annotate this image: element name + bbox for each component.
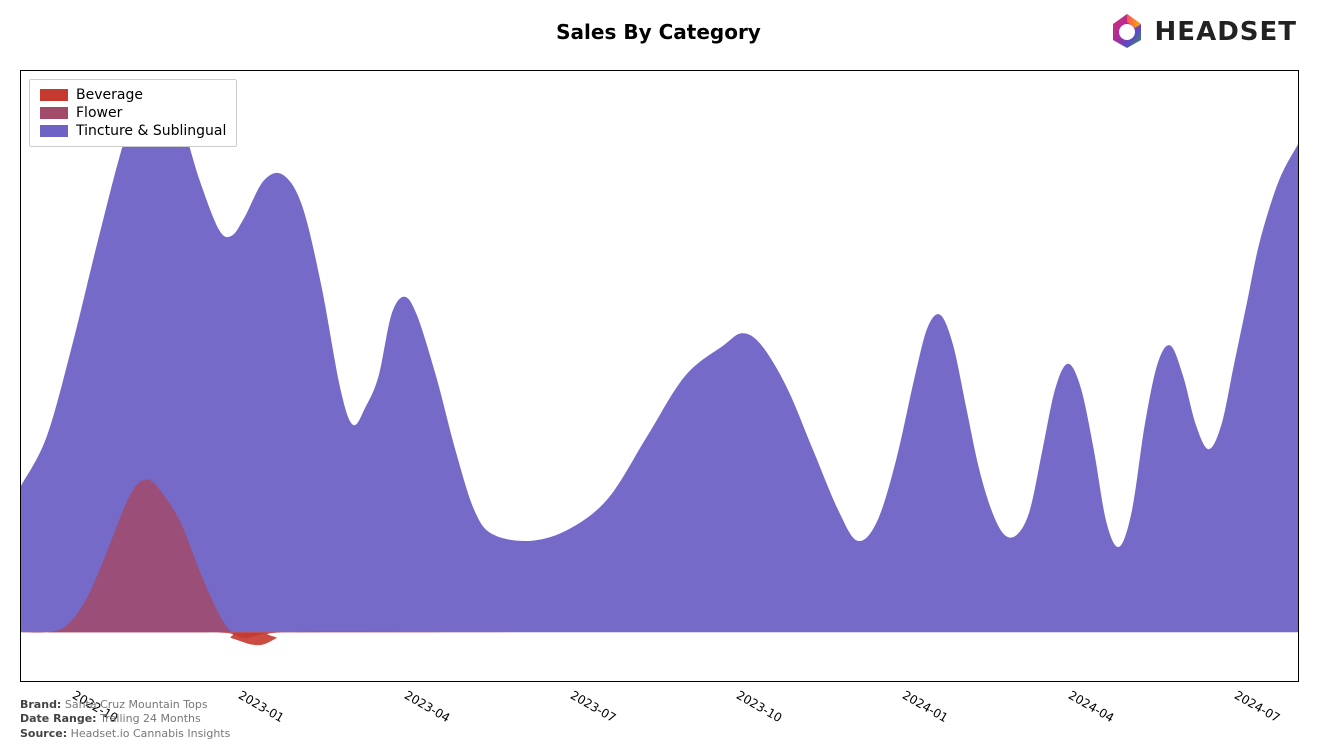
footer-date-range: Date Range: Trailing 24 Months	[20, 712, 230, 726]
logo-icon	[1107, 10, 1147, 54]
headset-logo: HEADSET	[1107, 10, 1297, 54]
x-tick-label: 2024-07	[1232, 688, 1282, 725]
x-tick-label: 2024-01	[900, 688, 950, 725]
legend: Beverage Flower Tincture & Sublingual	[29, 79, 237, 147]
x-tick-label: 2023-10	[734, 688, 784, 725]
legend-item: Flower	[40, 104, 226, 122]
plot-area: Beverage Flower Tincture & Sublingual	[20, 70, 1299, 682]
series-tincture---sublingual	[21, 87, 1298, 632]
series-beverage	[21, 632, 1298, 645]
legend-label: Beverage	[76, 87, 143, 103]
legend-swatch	[40, 107, 68, 119]
legend-label: Flower	[76, 105, 122, 121]
legend-swatch	[40, 89, 68, 101]
legend-item: Beverage	[40, 86, 226, 104]
x-tick-label: 2023-04	[402, 688, 452, 725]
x-tick-label: 2024-04	[1066, 688, 1116, 725]
footer-source: Source: Headset.io Cannabis Insights	[20, 727, 230, 741]
chart-footer: Brand: Santa Cruz Mountain Tops Date Ran…	[20, 698, 230, 741]
legend-label: Tincture & Sublingual	[76, 123, 226, 139]
x-tick-label: 2023-07	[568, 688, 618, 725]
logo-text: HEADSET	[1155, 17, 1297, 47]
legend-item: Tincture & Sublingual	[40, 122, 226, 140]
x-tick-label: 2023-01	[236, 688, 286, 725]
legend-swatch	[40, 125, 68, 137]
footer-brand: Brand: Santa Cruz Mountain Tops	[20, 698, 230, 712]
area-chart	[21, 71, 1298, 681]
